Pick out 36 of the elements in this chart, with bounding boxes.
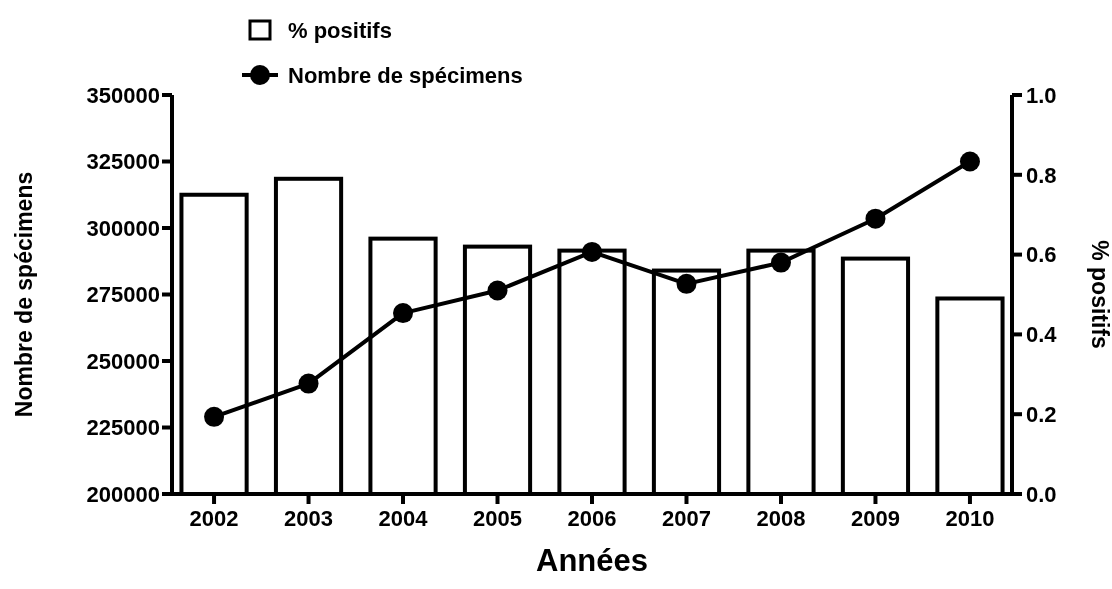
y2-tick-label: 0.4	[1026, 322, 1058, 348]
x-tick-label: 2008	[756, 506, 806, 531]
point	[959, 151, 980, 172]
x-tick-label: 2002	[189, 506, 239, 531]
legend-label: Nombre de spécimens	[288, 62, 523, 88]
y2-tick-label: 0.2	[1026, 401, 1057, 427]
y-tick-label: 300000	[86, 215, 160, 241]
y2-tick-label: 0.0	[1026, 481, 1057, 507]
y2-axis-title: % positifs	[1087, 240, 1112, 349]
x-tick-label: 2003	[284, 506, 334, 531]
y2-tick-label: 0.6	[1026, 242, 1057, 268]
x-tick-label: 2007	[662, 506, 711, 531]
y-tick-label: 250000	[86, 348, 160, 374]
y-tick-label: 200000	[86, 481, 160, 507]
point	[298, 373, 319, 394]
y-tick-label: 325000	[86, 149, 160, 175]
point	[770, 252, 791, 273]
y2-tick-label: 1.0	[1026, 82, 1057, 108]
x-axis-title: Années	[536, 543, 648, 578]
y-tick-label: 225000	[86, 415, 160, 441]
point	[204, 406, 225, 427]
x-tick-label: 2009	[850, 506, 900, 531]
point	[487, 280, 508, 301]
y-tick-label: 350000	[86, 82, 160, 108]
x-tick-label: 2005	[473, 506, 522, 531]
legend-label: % positifs	[288, 17, 392, 43]
point	[582, 241, 602, 262]
y-tick-label: 275000	[86, 282, 160, 308]
x-tick-label: 2010	[945, 506, 995, 531]
y2-tick-label: 0.8	[1026, 162, 1057, 188]
y-axis-title: Nombre de spécimens	[11, 171, 37, 418]
x-tick-label: 2004	[378, 506, 429, 531]
point	[676, 273, 697, 294]
point	[393, 303, 414, 324]
point	[865, 208, 886, 229]
x-tick-label: 2006	[567, 506, 617, 531]
